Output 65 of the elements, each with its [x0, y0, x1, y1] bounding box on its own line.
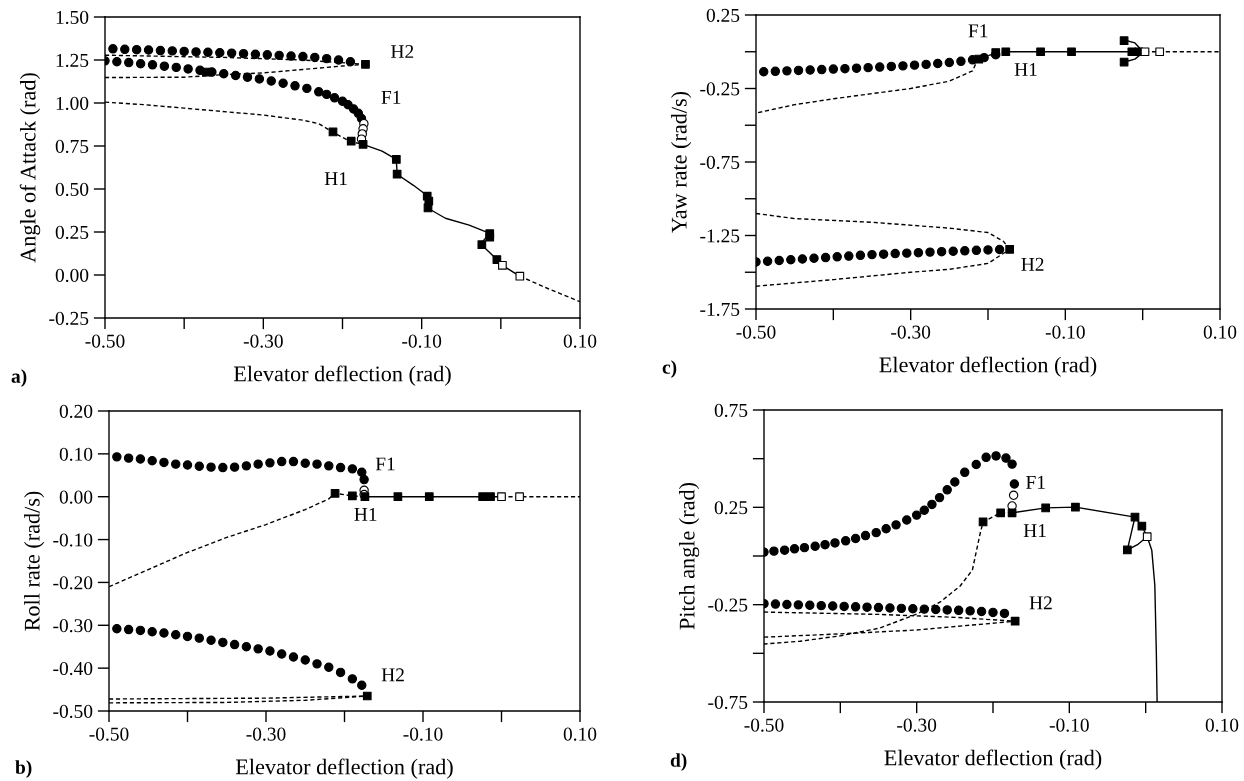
y-tick-label: 0.25 — [706, 8, 740, 23]
y-axis-title: Roll rate (rad/s) — [24, 491, 45, 631]
x-tick-label: -0.50 — [85, 334, 125, 348]
text: b) — [15, 760, 32, 778]
annotation: H2 — [1021, 257, 1044, 271]
text: a) — [11, 369, 27, 387]
x-tick-label: -0.50 — [736, 325, 776, 339]
x-tick-label: -0.30 — [246, 727, 286, 741]
x-tick-label: -0.10 — [1049, 718, 1089, 732]
x-tick-label: -0.30 — [897, 718, 937, 732]
annotation: H1 — [1023, 524, 1046, 537]
annotation: F1 — [968, 24, 988, 38]
x-tick-label: 0.10 — [563, 727, 597, 741]
x-tick-label: -0.30 — [243, 334, 283, 348]
y-tick-label: 1.00 — [56, 96, 89, 111]
y-tick-label: -0.50 — [53, 704, 93, 719]
x-tick-label: -0.30 — [891, 325, 931, 339]
x-tick-label: 0.10 — [1205, 718, 1239, 732]
x-tick-label: -0.10 — [403, 727, 443, 741]
y-axis-title: Angle of Attack (rad) — [19, 73, 41, 263]
annotation: H1 — [354, 508, 377, 521]
x-tick-label: -0.50 — [744, 718, 784, 732]
y-tick-label: -0.30 — [53, 619, 93, 633]
x-axis-title: Elevator deflection (rad) — [235, 758, 453, 779]
annotation: H2 — [381, 668, 404, 682]
y-tick-label: 0.75 — [55, 139, 89, 154]
y-tick-label: -1.25 — [700, 229, 740, 243]
x-tick-label: 0.10 — [563, 334, 597, 348]
y-tick-label: -0.25 — [700, 82, 740, 96]
y-tick-label: 0.50 — [55, 182, 89, 197]
y-tick-label: 0.00 — [55, 268, 89, 283]
y-tick-label: -0.40 — [53, 661, 93, 676]
x-axis-title: Elevator deflection (rad) — [879, 356, 1097, 377]
y-tick-label: -1.75 — [700, 302, 740, 317]
x-axis-title: Elevator deflection (rad) — [884, 749, 1102, 770]
annotation: H1 — [1014, 63, 1037, 76]
x-tick-label: -0.10 — [1045, 325, 1085, 339]
text: d) — [670, 753, 687, 771]
y-axis-title: Yaw rate (rad/s) — [671, 91, 692, 233]
annotation: F1 — [375, 457, 395, 471]
y-tick-label: 1.50 — [56, 10, 89, 25]
annotation: H2 — [391, 44, 414, 58]
annotation: F1 — [1026, 475, 1045, 489]
y-tick-label: 0.10 — [59, 447, 93, 461]
y-tick-label: 0.25 — [55, 225, 89, 240]
y-tick-label: 1.25 — [56, 53, 89, 68]
annotation: H2 — [1029, 596, 1052, 610]
y-tick-label: -0.10 — [53, 533, 93, 547]
y-tick-label: -0.20 — [53, 576, 93, 590]
y-tick-label: 0.75 — [714, 403, 748, 418]
y-tick-label: -0.75 — [708, 695, 748, 710]
annotation: F1 — [381, 90, 401, 104]
y-tick-label: 0.25 — [714, 501, 748, 515]
x-tick-label: -0.10 — [402, 334, 442, 348]
y-axis-title: Pitch angle (rad) — [678, 482, 700, 630]
y-tick-label: -0.25 — [708, 598, 748, 612]
y-tick-label: 0.20 — [59, 404, 93, 419]
y-tick-label: -0.75 — [700, 155, 740, 170]
text: c) — [662, 360, 677, 378]
x-tick-label: -0.50 — [89, 727, 129, 741]
annotation: H1 — [324, 172, 347, 186]
x-axis-title: Elevator deflection (rad) — [233, 365, 451, 386]
x-tick-label: 0.10 — [1203, 325, 1237, 339]
y-tick-label: 0.00 — [59, 490, 93, 504]
y-tick-label: -0.25 — [49, 311, 89, 326]
